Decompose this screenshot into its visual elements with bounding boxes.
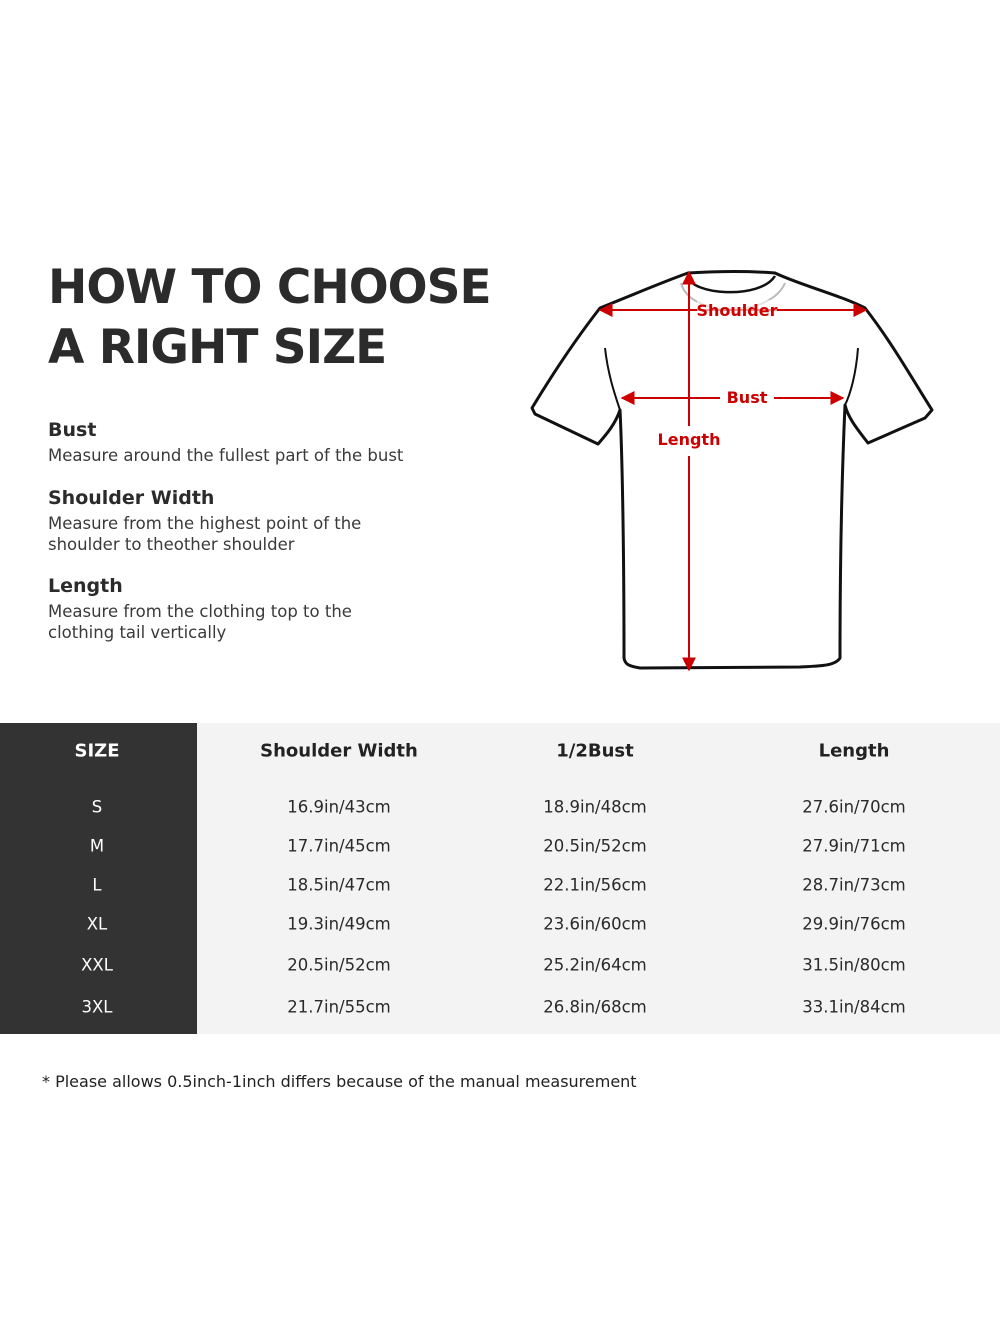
table-cell: 22.1in/56cm [543, 875, 647, 895]
guide-heading: Length [48, 575, 123, 597]
table-cell: 26.8in/68cm [543, 997, 647, 1017]
length-label: Length [658, 430, 721, 449]
table-cell: 25.2in/64cm [543, 955, 647, 975]
table-cell: 19.3in/49cm [287, 914, 391, 934]
table-cell: 18.5in/47cm [287, 875, 391, 895]
size-table: SIZE Shoulder Width 1/2Bust Length S 16.9in/4… [0, 723, 1000, 1034]
guide-shoulder-width: Shoulder Width Measure from the highest … [48, 486, 388, 555]
table-cell: 29.9in/76cm [802, 914, 906, 934]
table-cell: 20.5in/52cm [287, 955, 391, 975]
guide-length: Length Measure from the clothing top to … [48, 574, 378, 643]
shoulder-label: Shoulder [697, 301, 778, 320]
size-column [0, 723, 197, 1034]
neckline [686, 275, 777, 294]
size-label: XXL [81, 955, 113, 975]
size-label: M [89, 836, 105, 856]
title-line-2: A RIGHT SIZE [48, 320, 387, 375]
size-label: XL [86, 914, 108, 934]
guide-text: Measure from the clothing top to the clo… [48, 602, 352, 642]
table-cell: 31.5in/80cm [802, 955, 906, 975]
table-cell: 17.7in/45cm [287, 836, 391, 856]
table-cell: 28.7in/73cm [802, 875, 906, 895]
table-cell: 27.9in/71cm [802, 836, 906, 856]
size-label: 3XL [81, 997, 113, 1017]
guide-text: Measure around the fullest part of the b… [48, 446, 404, 465]
column-header: Length [818, 740, 890, 762]
column-header: SIZE [74, 740, 120, 762]
table-cell: 23.6in/60cm [543, 914, 647, 934]
guide-text: Measure from the highest point of the sh… [48, 514, 362, 554]
table-cell: 21.7in/55cm [287, 997, 391, 1017]
title-line-1: HOW TO CHOOSE [48, 260, 492, 315]
size-label: S [91, 797, 103, 817]
guide-heading: Shoulder Width [48, 487, 215, 509]
guide-heading: Bust [48, 419, 97, 441]
column-header: Shoulder Width [260, 740, 418, 762]
table-cell: 16.9in/43cm [287, 797, 391, 817]
measurement-note: * Please allows 0.5inch-1inch differs be… [42, 1072, 637, 1091]
bust-label: Bust [727, 388, 768, 407]
table-cell: 33.1in/84cm [802, 997, 906, 1017]
tshirt-diagram: Shoulder Bust Length [530, 270, 934, 672]
tshirt-outline [530, 270, 934, 670]
column-header: 1/2Bust [556, 740, 634, 762]
size-label: L [92, 875, 102, 895]
table-cell: 27.6in/70cm [802, 797, 906, 817]
guide-bust: Bust Measure around the fullest part of … [48, 418, 428, 466]
page-title: HOW TO CHOOSE A RIGHT SIZE [48, 258, 492, 378]
table-cell: 18.9in/48cm [543, 797, 647, 817]
table-cell: 20.5in/52cm [543, 836, 647, 856]
